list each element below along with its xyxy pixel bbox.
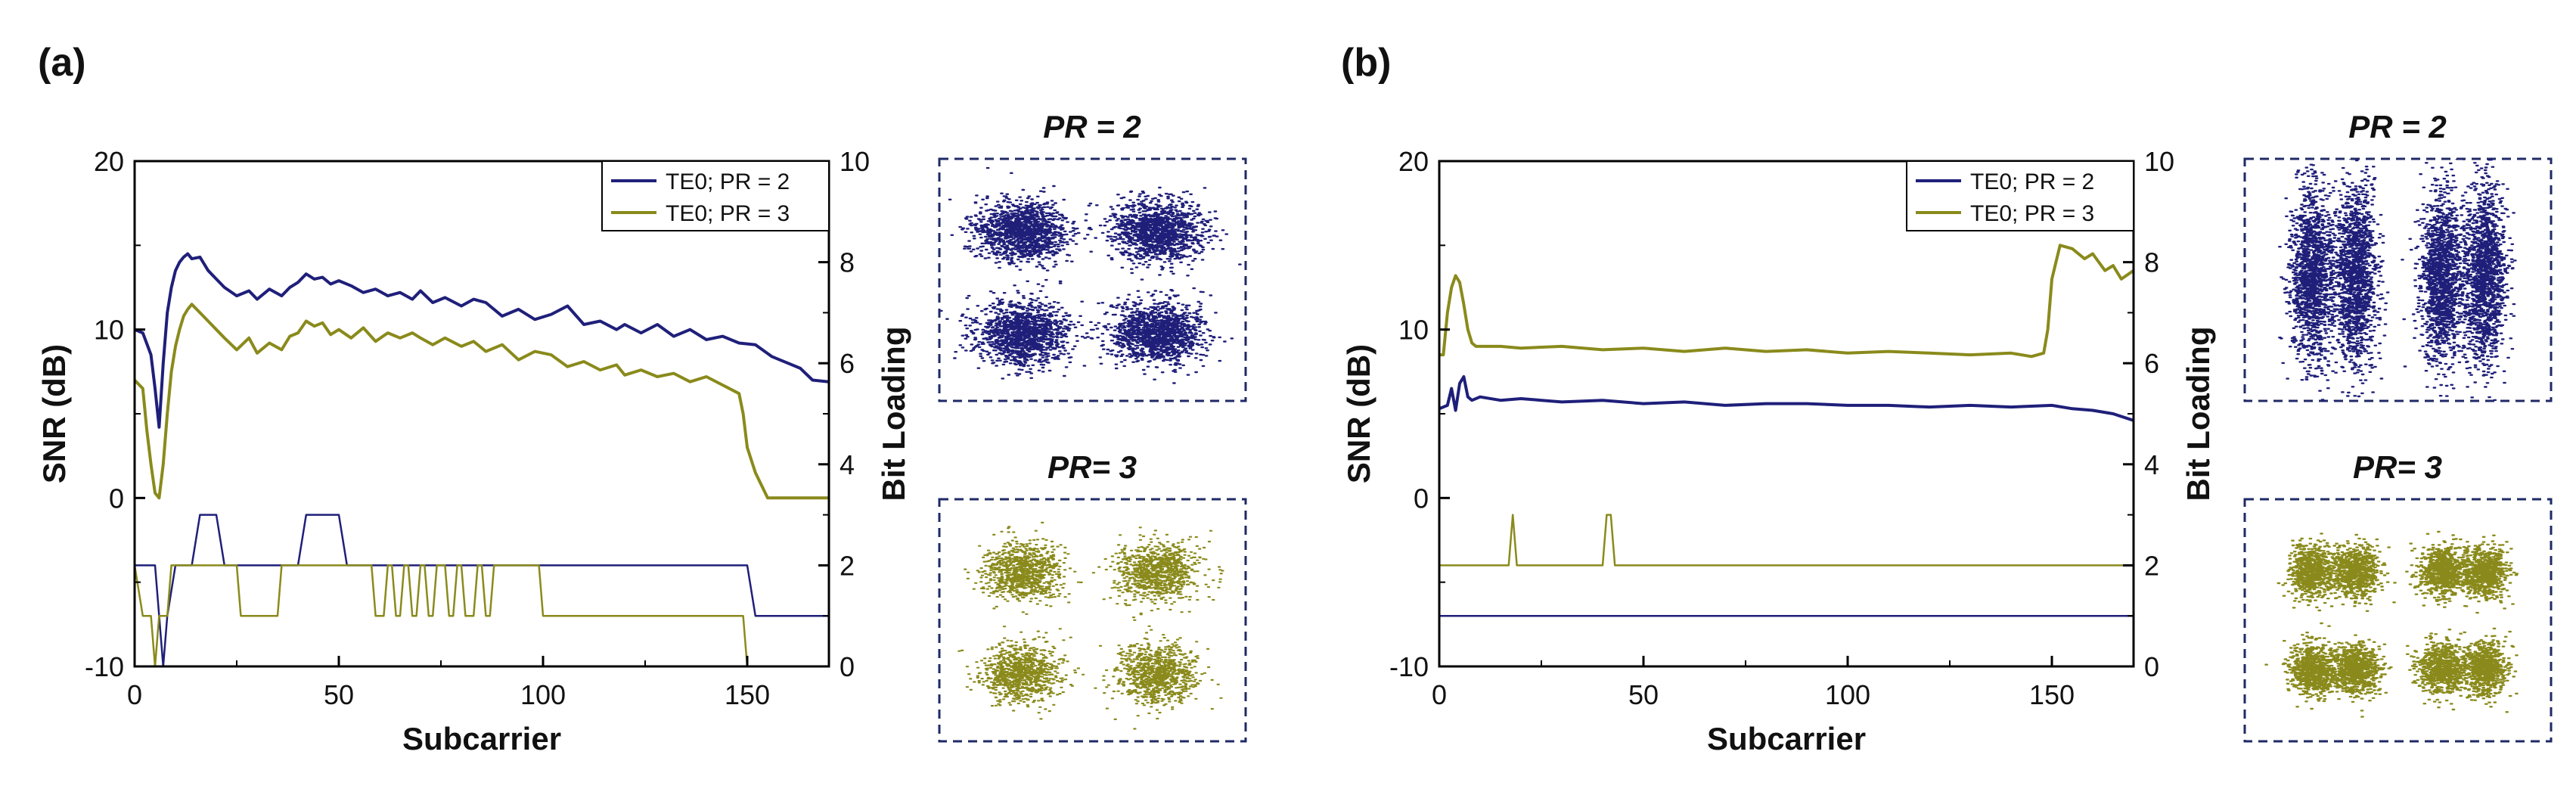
- y-right-tick-label-b: 0: [2144, 651, 2159, 682]
- y-right-tick-label-b: 4: [2144, 449, 2159, 480]
- y-left-tick-label-b: -10: [1389, 651, 1429, 682]
- series-line-a-0: [135, 252, 829, 429]
- series-line-a-1: [135, 303, 829, 500]
- series-line-b-1: [1439, 244, 2134, 359]
- y-right-axis-label-a: Bit Loading: [876, 327, 911, 502]
- y-left-tick-label-a: 20: [94, 146, 124, 177]
- y-right-tick-label-a: 6: [840, 348, 855, 379]
- constellation-b-pr2-title: PR = 2: [2348, 109, 2447, 144]
- constellation-b-pr3-frame: [2243, 498, 2553, 743]
- x-axis-label-a: Subcarrier: [402, 721, 561, 756]
- constellation-points: [957, 521, 1224, 730]
- constellation-b-pr3: PR= 3: [2243, 449, 2553, 743]
- x-tick-label-a: 50: [324, 679, 354, 710]
- constellation-b-pr3-title: PR= 3: [2353, 449, 2442, 485]
- y-left-axis-label-b: SNR (dB): [1341, 344, 1376, 483]
- y-right-tick-label-b: 6: [2144, 348, 2159, 379]
- legend-label-b: TE0; PR = 3: [1970, 201, 2094, 226]
- x-tick-label-a: 0: [127, 679, 142, 710]
- y-left-tick-label-a: 10: [94, 315, 124, 346]
- constellation-points: [939, 166, 1242, 384]
- x-tick-label-b: 0: [1432, 679, 1447, 710]
- constellation-a-pr3: PR= 3: [938, 449, 1247, 743]
- x-tick-label-b: 150: [2029, 679, 2075, 710]
- y-right-tick-label-a: 0: [840, 651, 855, 682]
- constellation-b-pr2: PR = 2: [2243, 109, 2553, 402]
- x-tick-label-b: 50: [1628, 679, 1659, 710]
- y-right-tick-label-a: 8: [840, 247, 855, 278]
- legend-a: [601, 160, 830, 231]
- series-line-b-0: [1439, 375, 2134, 422]
- x-tick-label-a: 150: [725, 679, 770, 710]
- y-right-axis-label-b: Bit Loading: [2180, 327, 2216, 502]
- x-axis-label-b: Subcarrier: [1707, 721, 1866, 756]
- legend-b: [1906, 160, 2134, 231]
- y-left-tick-label-b: 0: [1414, 483, 1429, 514]
- panel-b-label: (b): [1341, 41, 1391, 85]
- y-right-tick-label-a: 4: [840, 449, 855, 480]
- constellation-a-pr2-frame: [938, 157, 1247, 402]
- constellation-a-pr2: PR = 2: [938, 109, 1247, 402]
- constellation-points: [2278, 159, 2517, 401]
- series-line-b-3: [1439, 514, 2134, 567]
- legend-label-b: TE0; PR = 2: [1970, 169, 2094, 194]
- y-right-tick-label-a: 2: [840, 550, 855, 581]
- plot-frame-b: [1438, 160, 2135, 668]
- y-right-tick-label-b: 10: [2144, 146, 2174, 177]
- y-left-tick-label-b: 20: [1398, 146, 1429, 177]
- x-tick-label-b: 100: [1825, 679, 1870, 710]
- panel-a-label: (a): [38, 41, 86, 85]
- constellation-a-pr3-frame: [938, 498, 1247, 743]
- y-left-tick-label-b: 10: [1398, 315, 1429, 346]
- y-left-tick-label-a: -10: [85, 651, 124, 682]
- y-right-tick-label-b: 8: [2144, 247, 2159, 278]
- constellation-a-pr2-title: PR = 2: [1043, 109, 1141, 144]
- constellation-points: [2264, 530, 2519, 718]
- constellation-a-pr3-title: PR= 3: [1047, 449, 1137, 485]
- constellation-b-pr2-frame: [2243, 157, 2553, 402]
- y-right-tick-label-a: 10: [840, 146, 870, 177]
- legend-label-a: TE0; PR = 2: [666, 169, 790, 194]
- series-line-a-3: [135, 564, 829, 666]
- y-left-axis-label-a: SNR (dB): [36, 344, 72, 483]
- y-right-tick-label-b: 2: [2144, 550, 2159, 581]
- y-left-tick-label-a: 0: [109, 483, 124, 514]
- x-tick-label-a: 100: [520, 679, 566, 710]
- legend-label-a: TE0; PR = 3: [666, 201, 790, 226]
